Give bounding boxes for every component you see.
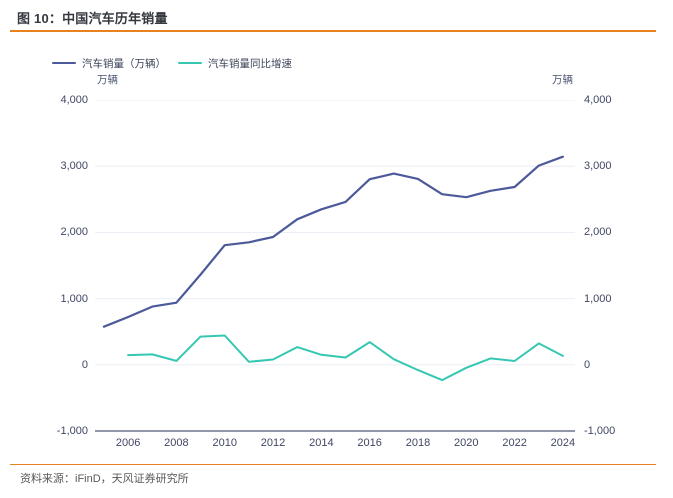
legend-item-growth: 汽车销量同比增速 (178, 56, 292, 70)
x-axis-tick-label: 2008 (164, 437, 189, 449)
x-axis-tick-label: 2006 (115, 437, 141, 449)
y-axis-tick-label-left: 3,000 (60, 160, 88, 173)
x-axis-tick-label: 2014 (309, 437, 334, 449)
x-axis-tick-label: 2010 (212, 437, 237, 449)
y-axis-tick-label-right: 3,000 (584, 160, 612, 173)
legend-label-sales: 汽车销量（万辆） (82, 57, 166, 70)
y-axis-tick-label-right: 4,000 (584, 94, 612, 106)
source-note: 资料来源：iFinD，天风证券研究所 (20, 473, 189, 485)
x-axis-tick-label: 2016 (357, 437, 382, 449)
chart-plot-area (95, 100, 575, 432)
right-axis-unit-label: 万辆 (552, 74, 573, 86)
y-axis-tick-label-left: 0 (81, 358, 88, 371)
y-axis-tick-label-right: 0 (584, 358, 591, 371)
legend-item-sales: 汽车销量（万辆） (52, 56, 166, 70)
growth-line (127, 334, 564, 382)
source-divider-line (10, 464, 656, 465)
x-axis-tick-label: 2012 (260, 437, 286, 449)
y-axis-tick-label-right: 2,000 (584, 226, 612, 239)
x-axis-tick-label: 2024 (550, 437, 576, 449)
y-axis-tick-label-left: 1,000 (60, 292, 88, 305)
x-axis-tick-label: 2020 (454, 437, 479, 449)
y-axis-tick-label-right: 1,000 (584, 292, 612, 305)
sales-line-swatch (52, 62, 76, 64)
y-axis-tick-label-left: 2,000 (60, 226, 88, 239)
legend-label-growth: 汽车销量同比增速 (208, 57, 292, 70)
y-axis-tick-label-left: -1,000 (56, 425, 88, 437)
growth-line-swatch (178, 62, 202, 64)
title-divider-line (10, 30, 656, 32)
x-axis-tick-label: 2022 (502, 437, 527, 449)
figure-title: 图 10：中国汽车历年销量 (17, 11, 168, 26)
sales-line (102, 155, 564, 328)
left-axis-unit-label: 万辆 (97, 74, 118, 86)
y-axis-tick-label-left: 4,000 (60, 94, 88, 106)
x-axis-tick-label: 2018 (405, 437, 431, 449)
y-axis-tick-label-right: -1,000 (584, 425, 616, 437)
